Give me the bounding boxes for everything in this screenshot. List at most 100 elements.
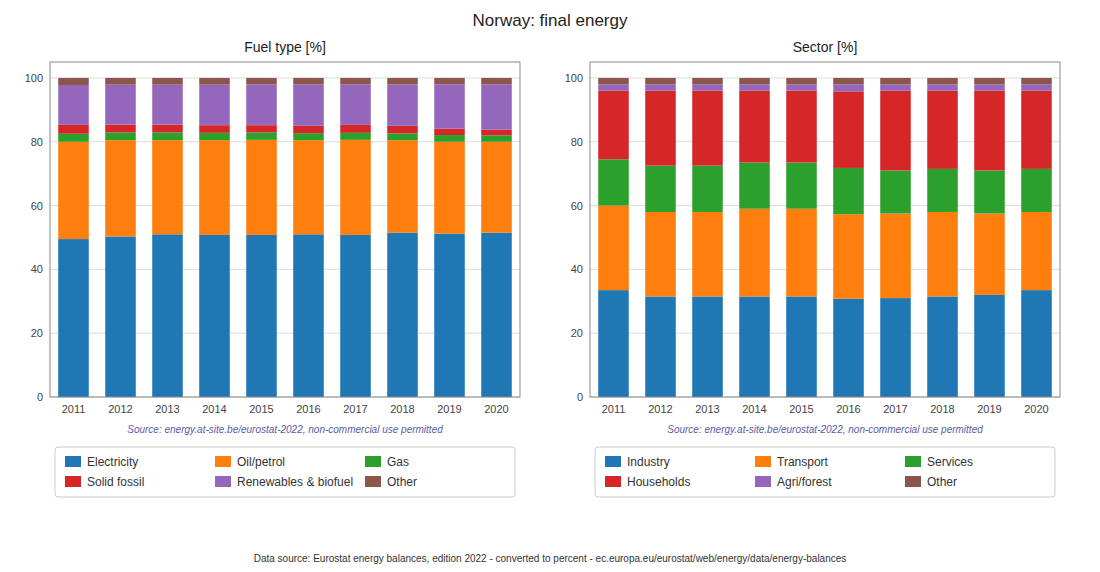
- figure-title: Norway: final energy: [473, 11, 628, 30]
- bar-segment: [786, 84, 817, 90]
- bar-segment: [598, 78, 629, 84]
- x-tick-label: 2017: [883, 403, 907, 415]
- bars: [58, 78, 512, 397]
- bar-segment: [692, 78, 723, 84]
- y-tick-label: 0: [577, 391, 583, 403]
- bar-segment: [152, 85, 183, 125]
- panel: Fuel type [%]020406080100201120122013201…: [25, 39, 520, 497]
- bar-segment: [739, 78, 770, 84]
- bar-segment: [927, 169, 958, 212]
- legend-label: Solid fossil: [87, 475, 144, 489]
- bar-segment: [786, 297, 817, 398]
- legend-label: Gas: [387, 455, 409, 469]
- legend-label: Transport: [777, 455, 829, 469]
- bar-segment: [1021, 169, 1052, 212]
- y-tick-label: 80: [31, 136, 43, 148]
- legend: Industry Transport Services Households Agri/…: [595, 447, 1055, 497]
- bar-segment: [833, 91, 864, 168]
- bar-segment: [481, 78, 512, 84]
- plot-frame: [50, 62, 520, 397]
- y-tick-label: 80: [571, 136, 583, 148]
- bar-segment: [199, 85, 230, 126]
- bar-segment: [927, 84, 958, 90]
- legend-swatch: [605, 456, 621, 467]
- legend-label: Agri/forest: [777, 475, 832, 489]
- bar-segment: [880, 298, 911, 397]
- bar-segment: [974, 295, 1005, 397]
- bars: [598, 78, 1052, 397]
- bar-segment: [199, 133, 230, 140]
- bar-segment: [199, 235, 230, 397]
- bar-segment: [645, 297, 676, 398]
- bar-segment: [58, 142, 89, 239]
- legend-swatch: [755, 456, 771, 467]
- bar-segment: [293, 133, 324, 140]
- bar-segment: [974, 78, 1005, 84]
- bar-segment: [739, 84, 770, 90]
- bar-segment: [199, 140, 230, 235]
- bar-segment: [1021, 84, 1052, 90]
- bar-segment: [974, 84, 1005, 90]
- y-tick-label: 20: [571, 327, 583, 339]
- y-tick-label: 40: [571, 263, 583, 275]
- x-tick-label: 2015: [249, 403, 273, 415]
- bar-segment: [645, 84, 676, 90]
- bar-segment: [105, 133, 136, 141]
- legend-label: Other: [927, 475, 957, 489]
- footnote: Data source: Eurostat energy balances, e…: [254, 553, 847, 564]
- bar-segment: [387, 233, 418, 397]
- x-tick-label: 2014: [742, 403, 766, 415]
- x-tick-label: 2019: [977, 403, 1001, 415]
- bar-segment: [481, 233, 512, 397]
- bar-segment: [598, 159, 629, 205]
- bar-segment: [786, 163, 817, 209]
- bar-segment: [739, 297, 770, 398]
- bar-segment: [739, 91, 770, 163]
- plot-frame: [590, 62, 1060, 397]
- legend-label: Renewables & biofuel: [237, 475, 353, 489]
- panel: Sector [%]020406080100201120122013201420…: [565, 39, 1060, 497]
- x-tick-label: 2018: [930, 403, 954, 415]
- bar-segment: [152, 133, 183, 141]
- legend-label: Services: [927, 455, 973, 469]
- x-tick-label: 2018: [390, 403, 414, 415]
- bar-segment: [293, 78, 324, 84]
- bar-segment: [293, 84, 324, 125]
- bar-segment: [974, 91, 1005, 171]
- x-tick-label: 2020: [484, 403, 508, 415]
- bar-segment: [340, 140, 371, 235]
- legend-label: Households: [627, 475, 690, 489]
- bar-segment: [293, 126, 324, 133]
- bar-segment: [387, 126, 418, 134]
- bar-segment: [692, 212, 723, 297]
- bar-segment: [692, 166, 723, 212]
- bar-segment: [1021, 212, 1052, 290]
- bar-segment: [199, 78, 230, 85]
- bar-segment: [481, 142, 512, 233]
- legend-label: Industry: [627, 455, 670, 469]
- bar-segment: [434, 135, 465, 142]
- bar-segment: [105, 237, 136, 397]
- bar-segment: [833, 84, 864, 91]
- x-tick-label: 2013: [155, 403, 179, 415]
- bar-segment: [645, 78, 676, 84]
- bar-segment: [340, 78, 371, 84]
- bar-segment: [739, 163, 770, 209]
- y-tick-label: 40: [31, 263, 43, 275]
- bar-segment: [58, 85, 89, 125]
- x-tick-label: 2012: [648, 403, 672, 415]
- bar-segment: [1021, 91, 1052, 169]
- bar-segment: [1021, 290, 1052, 397]
- bar-segment: [833, 299, 864, 397]
- legend-swatch: [215, 476, 231, 487]
- legend-label: Other: [387, 475, 417, 489]
- legend-swatch: [65, 456, 81, 467]
- bar-segment: [692, 297, 723, 398]
- bar-segment: [293, 140, 324, 234]
- bar-segment: [833, 78, 864, 84]
- bar-segment: [434, 129, 465, 135]
- bar-segment: [739, 209, 770, 297]
- legend-swatch: [605, 476, 621, 487]
- legend-swatch: [215, 456, 231, 467]
- bar-segment: [246, 125, 277, 132]
